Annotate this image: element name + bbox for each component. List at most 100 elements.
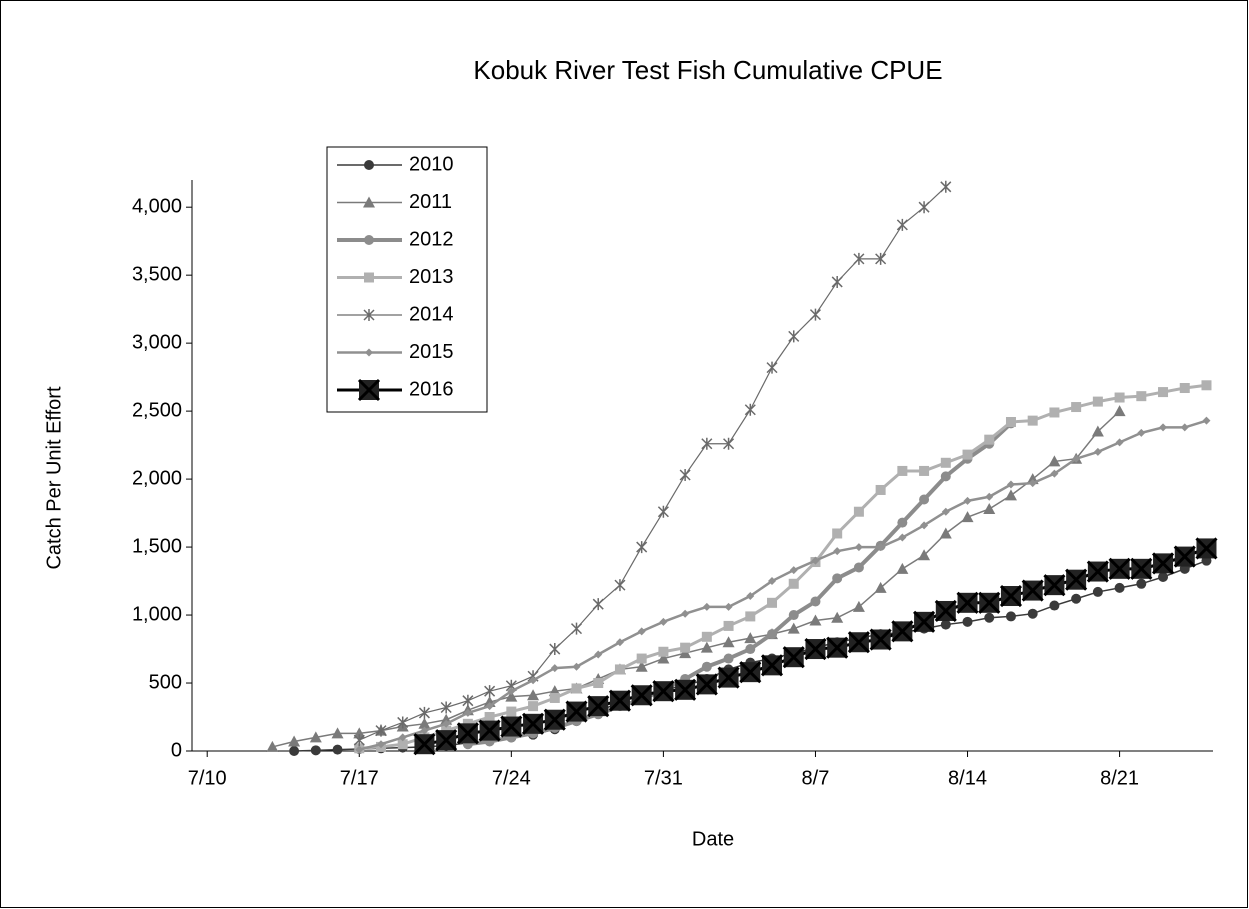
- marker: [702, 602, 711, 611]
- marker: [1004, 489, 1017, 501]
- marker: [984, 612, 995, 623]
- marker: [1021, 579, 1044, 602]
- marker: [565, 700, 588, 723]
- marker: [963, 496, 972, 505]
- marker: [745, 611, 756, 622]
- marker: [679, 469, 691, 482]
- marker: [289, 746, 300, 756]
- marker-cross: [1021, 579, 1044, 602]
- marker: [420, 726, 429, 735]
- x-tick-label: 7/10: [188, 767, 227, 789]
- marker: [941, 507, 950, 516]
- marker: [788, 578, 799, 589]
- marker: [804, 637, 827, 661]
- marker: [1113, 405, 1126, 417]
- marker: [1202, 416, 1211, 425]
- marker: [637, 627, 646, 636]
- marker: [332, 744, 343, 755]
- marker: [956, 591, 979, 614]
- marker: [680, 642, 691, 653]
- marker: [505, 690, 518, 702]
- marker: [810, 596, 821, 607]
- marker: [788, 610, 799, 621]
- marker: [745, 644, 756, 655]
- marker: [1065, 568, 1088, 591]
- marker: [826, 636, 849, 659]
- marker: [549, 643, 561, 656]
- marker: [1108, 557, 1131, 580]
- y-tick-label: 4,000: [132, 195, 182, 217]
- marker: [1173, 545, 1196, 568]
- series-line: [359, 383, 1207, 750]
- legend-marker: [364, 272, 374, 283]
- marker: [549, 692, 560, 703]
- marker: [657, 505, 669, 518]
- marker: [723, 437, 735, 450]
- marker: [615, 638, 624, 647]
- legend-label: 2013: [409, 266, 454, 288]
- marker: [717, 666, 740, 689]
- marker: [919, 465, 930, 476]
- marker: [809, 614, 822, 626]
- marker-cross: [1086, 560, 1109, 583]
- marker-cross: [1043, 574, 1066, 597]
- marker: [724, 602, 733, 611]
- marker-cross: [717, 666, 740, 689]
- marker: [1048, 455, 1061, 467]
- marker: [529, 676, 538, 685]
- legend-label: 2015: [409, 341, 454, 363]
- marker: [940, 180, 952, 193]
- legend-label: 2012: [409, 228, 454, 250]
- marker: [1028, 479, 1037, 488]
- legend-marker: [363, 196, 375, 208]
- marker-cross: [587, 695, 610, 718]
- marker: [1136, 391, 1147, 402]
- marker: [1006, 480, 1015, 489]
- marker: [978, 591, 1001, 614]
- marker: [962, 449, 973, 460]
- marker: [1071, 402, 1082, 413]
- marker: [767, 597, 778, 608]
- marker: [657, 652, 670, 664]
- marker-cross: [956, 591, 979, 614]
- marker: [506, 706, 517, 717]
- marker: [1072, 454, 1081, 463]
- marker-cross: [739, 661, 762, 684]
- marker: [398, 733, 407, 742]
- marker: [652, 680, 675, 703]
- marker: [999, 584, 1023, 608]
- marker: [1159, 423, 1168, 432]
- marker: [1049, 600, 1060, 611]
- marker: [1092, 396, 1103, 407]
- y-axis-label: Catch Per Unit Effort: [43, 386, 65, 569]
- marker: [875, 252, 887, 265]
- marker: [1050, 469, 1059, 478]
- marker-cross: [695, 673, 718, 696]
- marker-cross: [1130, 557, 1153, 580]
- marker: [1005, 416, 1016, 427]
- marker-cross: [847, 631, 870, 654]
- x-tick-label: 8/21: [1100, 767, 1139, 789]
- marker: [608, 689, 632, 712]
- marker: [614, 664, 625, 675]
- marker: [485, 702, 494, 711]
- legend-marker: [365, 348, 373, 357]
- x-axis-label: Date: [692, 828, 734, 850]
- marker: [571, 683, 582, 694]
- legend-box: [326, 146, 488, 413]
- y-tick-label: 1,000: [132, 603, 182, 625]
- marker: [484, 685, 496, 698]
- marker: [375, 724, 387, 737]
- marker: [983, 503, 996, 515]
- marker: [1005, 611, 1016, 622]
- marker: [809, 308, 821, 321]
- marker: [435, 729, 458, 752]
- x-tick-label: 8/14: [948, 767, 987, 789]
- marker-cross: [413, 733, 436, 756]
- marker: [940, 619, 951, 630]
- marker: [1114, 392, 1125, 403]
- marker: [413, 733, 436, 756]
- marker-cross: [782, 646, 805, 669]
- marker-cross: [608, 689, 632, 712]
